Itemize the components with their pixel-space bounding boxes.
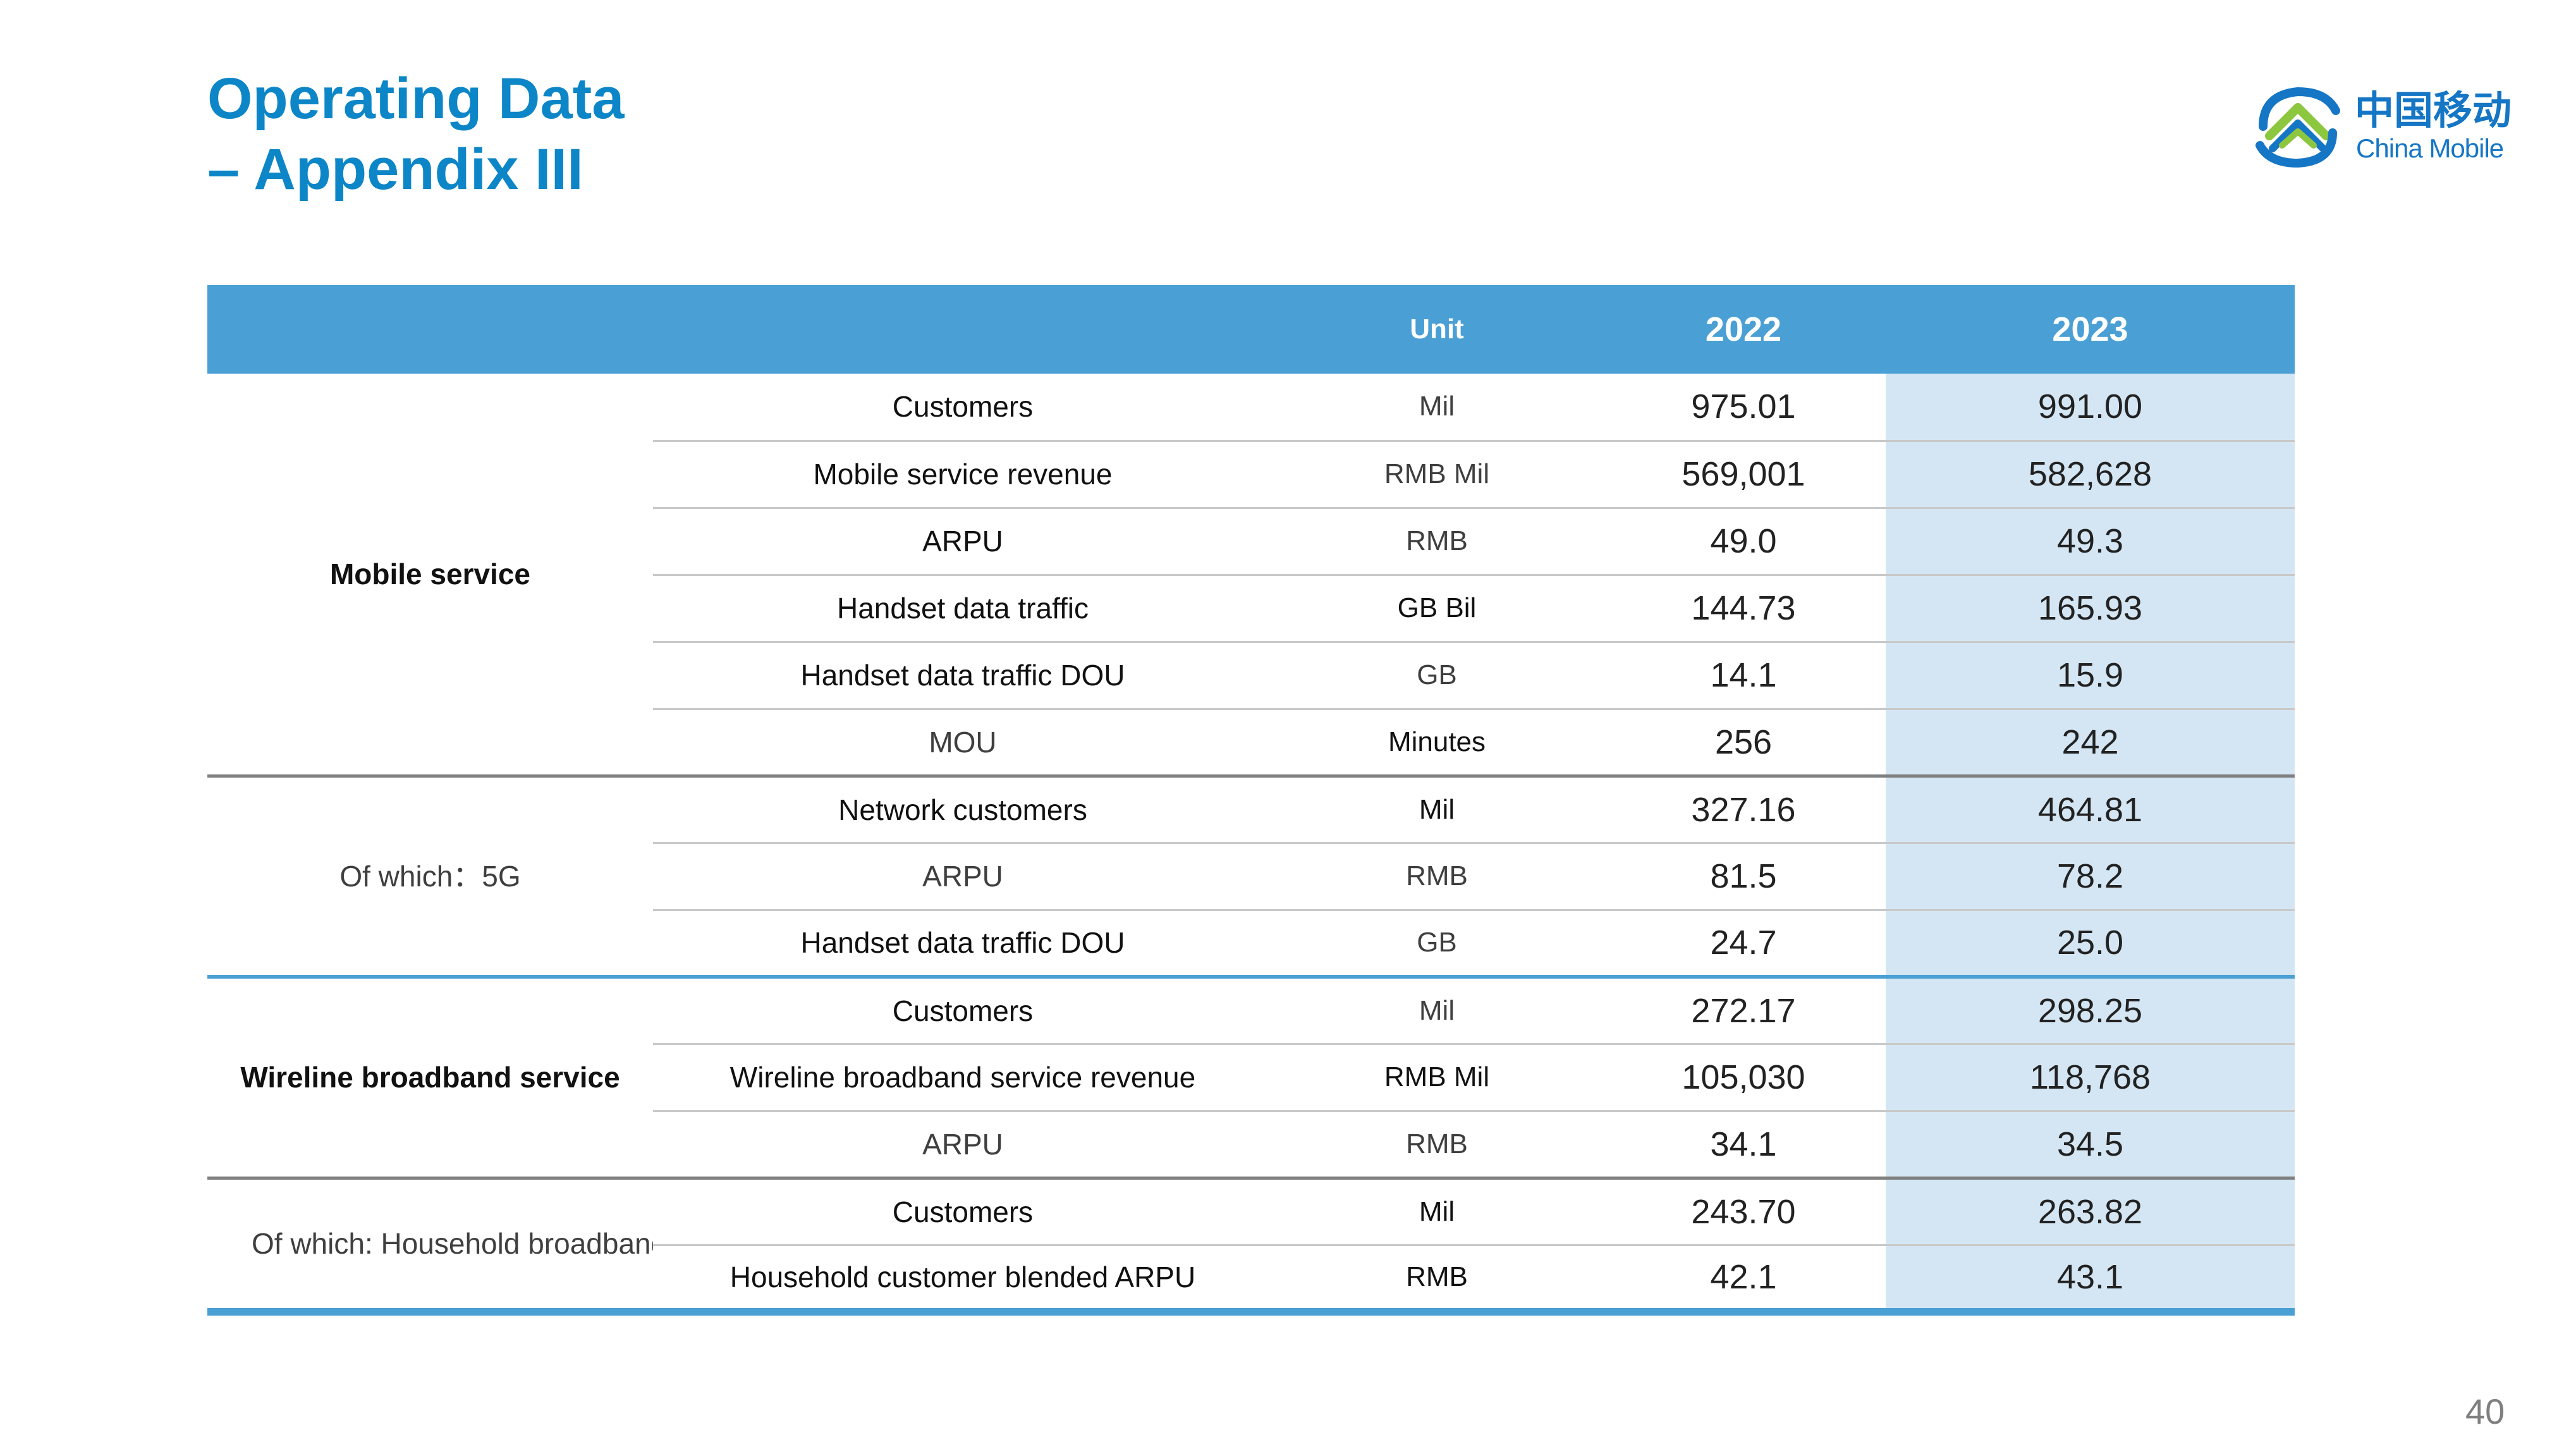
value-2023-cell: 242 bbox=[1886, 709, 2295, 778]
value-2022-cell: 81.5 bbox=[1601, 843, 1886, 911]
value-2022-cell: 42.1 bbox=[1710, 1257, 1777, 1296]
table-row: Handset data traffic DOU GB 14.1 15.9 bbox=[207, 642, 2295, 710]
value-2022-cell: 975.01 bbox=[1601, 374, 1886, 442]
unit-cell: Mil bbox=[1273, 977, 1601, 1045]
value-2023-cell: 25.0 bbox=[1886, 910, 2295, 979]
operating-data-table: Unit 2022 2023 Mobile service Customers … bbox=[207, 285, 2295, 1316]
header-2023: 2023 bbox=[1886, 285, 2295, 374]
metric-cell: Wireline broadband service revenue bbox=[653, 1044, 1273, 1112]
unit-cell: RMB Mil bbox=[1273, 1044, 1601, 1112]
value-2023-cell: 582,628 bbox=[1886, 441, 2295, 509]
header-unit: Unit bbox=[1273, 285, 1601, 374]
group-wireline-broadband: Wireline broadband service bbox=[207, 977, 653, 1180]
metric-cell: ARPU bbox=[653, 508, 1273, 576]
value-2022-cell: 24.7 bbox=[1601, 910, 1886, 979]
table-row: Of which: Household broadband Customers … bbox=[207, 1178, 2295, 1260]
table-row: ARPU RMB 34.1 34.5 bbox=[207, 1111, 2295, 1180]
group-of-which-5g: Of which：5G bbox=[207, 776, 653, 979]
value-2022-cell: 105,030 bbox=[1601, 1044, 1886, 1112]
table-row: Household customer blended ARPU RMB 42.1… bbox=[207, 1245, 2295, 1312]
header-metric-blank bbox=[653, 285, 1273, 374]
title-line-1: Operating Data bbox=[207, 66, 625, 131]
header-category-blank bbox=[207, 285, 653, 374]
logo-chinese-text: 中国移动 bbox=[2355, 87, 2512, 133]
value-2023-cell: 43.1 bbox=[1886, 1245, 2295, 1312]
value-2022-cell: 256 bbox=[1601, 709, 1886, 778]
table-header-row: Unit 2022 2023 bbox=[207, 285, 2295, 374]
metric-cell: MOU bbox=[653, 709, 1273, 778]
value-2023-cell: 15.9 bbox=[1886, 642, 2295, 710]
unit-cell: RMB bbox=[1406, 1261, 1468, 1292]
metric-cell: Handset data traffic bbox=[653, 575, 1273, 643]
china-mobile-logo: 中国移动 China Mobile bbox=[2250, 82, 2516, 171]
value-2022-cell: 49.0 bbox=[1601, 508, 1886, 576]
metric-cell: ARPU bbox=[653, 843, 1273, 911]
group-mobile-service: Mobile service bbox=[207, 374, 653, 778]
metric-cell: ARPU bbox=[653, 1111, 1273, 1180]
metric-cell: Household customer blended ARPU bbox=[729, 1260, 1196, 1293]
value-2022-cell: 144.73 bbox=[1601, 575, 1886, 643]
value-2023-cell: 34.5 bbox=[1886, 1111, 2295, 1180]
page-title: Operating Data – Appendix III bbox=[207, 63, 624, 205]
value-2023-cell: 298.25 bbox=[1886, 977, 2295, 1045]
table-row: Of which：5G Network customers Mil 327.16… bbox=[207, 776, 2295, 979]
value-2022-cell: 327.16 bbox=[1601, 776, 1886, 844]
table-row: MOU Minutes 256 242 bbox=[207, 709, 2295, 778]
table-row: ARPU RMB 81.5 78.2 bbox=[207, 843, 2295, 911]
value-2022-cell: 34.1 bbox=[1601, 1111, 1886, 1180]
metric-cell: Customers bbox=[653, 977, 1273, 1045]
unit-cell: GB bbox=[1273, 642, 1601, 710]
value-2023-cell: 464.81 bbox=[1886, 776, 2295, 844]
unit-cell: Mil bbox=[1273, 374, 1601, 442]
table-row: Mobile service Customers Mil 975.01 991.… bbox=[207, 374, 2295, 778]
china-mobile-emblem-icon bbox=[2256, 87, 2340, 168]
metric-cell: Handset data traffic DOU bbox=[653, 910, 1273, 979]
unit-cell: Mil bbox=[1273, 1178, 1601, 1246]
value-2023-cell: 991.00 bbox=[1886, 374, 2295, 442]
value-2023-cell: 118,768 bbox=[1886, 1044, 2295, 1112]
group-of-which-household-broadband: Of which: Household broadband bbox=[252, 1227, 653, 1261]
unit-cell: RMB bbox=[1273, 1111, 1601, 1180]
metric-cell: Mobile service revenue bbox=[653, 441, 1273, 509]
logo-english-text: China Mobile bbox=[2356, 133, 2504, 163]
unit-cell: GB bbox=[1273, 910, 1601, 979]
value-2023-cell: 165.93 bbox=[1886, 575, 2295, 643]
value-2023-cell: 78.2 bbox=[1886, 843, 2295, 911]
unit-cell: RMB Mil bbox=[1273, 441, 1601, 509]
unit-cell: RMB bbox=[1273, 508, 1601, 576]
value-2022-cell: 14.1 bbox=[1601, 642, 1886, 710]
metric-cell: Handset data traffic DOU bbox=[653, 642, 1273, 710]
unit-cell: Mil bbox=[1273, 776, 1601, 844]
table-row: Mobile service revenue RMB Mil 569,001 5… bbox=[207, 441, 2295, 509]
table-row: Wireline broadband service Customers Mil… bbox=[207, 977, 2295, 1180]
table-row: Wireline broadband service revenue RMB M… bbox=[207, 1044, 2295, 1112]
metric-cell: Customers bbox=[653, 1178, 1273, 1246]
value-2022-cell: 243.70 bbox=[1601, 1178, 1886, 1246]
table-row: Handset data traffic GB Bil 144.73 165.9… bbox=[207, 575, 2295, 643]
value-2022-cell: 272.17 bbox=[1601, 977, 1886, 1045]
unit-cell: Minutes bbox=[1273, 709, 1601, 778]
table-row: ARPU RMB 49.0 49.3 bbox=[207, 508, 2295, 576]
page-number: 40 bbox=[2465, 1391, 2505, 1431]
value-2022-cell: 569,001 bbox=[1601, 441, 1886, 509]
title-line-2: – Appendix III bbox=[207, 137, 583, 202]
unit-cell: GB Bil bbox=[1273, 575, 1601, 643]
unit-cell: RMB bbox=[1273, 843, 1601, 911]
metric-cell: Network customers bbox=[653, 776, 1273, 844]
table-row: Handset data traffic DOU GB 24.7 25.0 bbox=[207, 910, 2295, 979]
value-2023-cell: 263.82 bbox=[1886, 1178, 2295, 1246]
metric-cell: Customers bbox=[653, 374, 1273, 442]
header-2022: 2022 bbox=[1601, 285, 1886, 374]
value-2023-cell: 49.3 bbox=[1886, 508, 2295, 576]
